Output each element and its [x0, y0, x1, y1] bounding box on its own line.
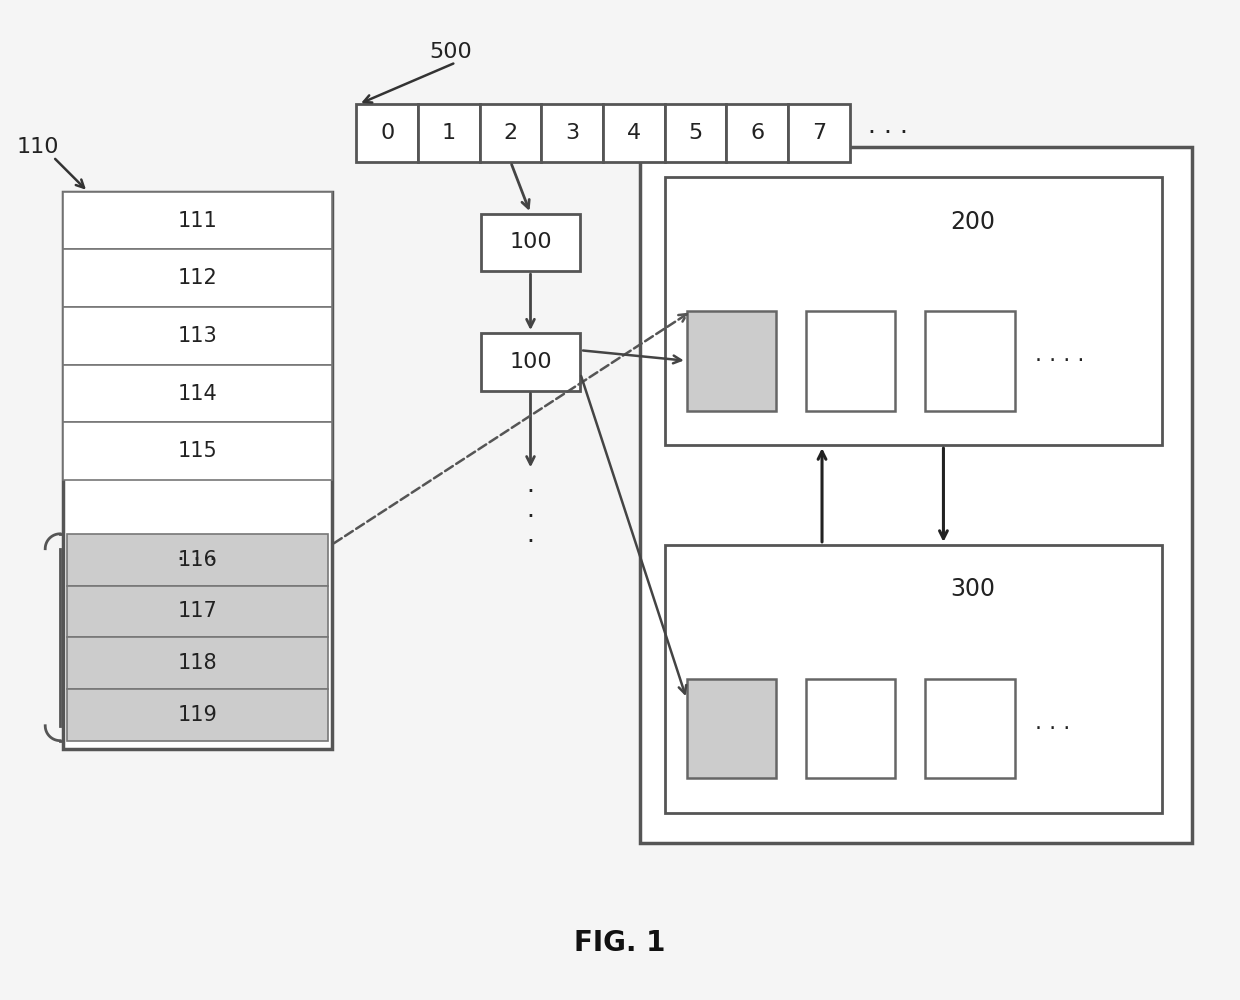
Bar	[640, 147, 1192, 843]
Text: ·: ·	[527, 505, 534, 529]
Text: 0: 0	[381, 123, 394, 143]
Text: 114: 114	[177, 384, 217, 404]
Bar	[806, 311, 895, 410]
Bar	[806, 679, 895, 778]
Bar	[63, 249, 331, 307]
Bar	[418, 104, 480, 162]
Text: · · ·: · · ·	[1034, 719, 1070, 739]
Text: 300: 300	[951, 577, 996, 601]
Text: FIG. 1: FIG. 1	[574, 929, 666, 957]
Bar	[665, 104, 727, 162]
Bar	[63, 192, 331, 749]
Text: · · ·: · · ·	[868, 121, 908, 145]
Text: 117: 117	[177, 601, 217, 621]
Text: 3: 3	[565, 123, 579, 143]
Bar	[687, 679, 776, 778]
Text: 115: 115	[177, 441, 217, 461]
Bar	[67, 637, 327, 689]
Bar	[665, 177, 1162, 445]
Text: 7: 7	[812, 123, 826, 143]
Text: 100: 100	[510, 352, 552, 372]
Text: 116: 116	[177, 550, 217, 570]
Bar	[925, 311, 1014, 410]
Text: 2: 2	[503, 123, 517, 143]
Text: 119: 119	[177, 705, 217, 725]
Bar	[481, 214, 580, 271]
Bar	[67, 689, 327, 741]
Bar	[63, 192, 331, 249]
Text: 5: 5	[688, 123, 703, 143]
Bar	[789, 104, 849, 162]
Text: 4: 4	[627, 123, 641, 143]
Text: 118: 118	[177, 653, 217, 673]
Text: 1: 1	[441, 123, 456, 143]
Bar	[925, 679, 1014, 778]
Text: 200: 200	[951, 210, 996, 234]
Bar	[481, 333, 580, 391]
Bar	[603, 104, 665, 162]
Text: 100: 100	[510, 232, 552, 252]
Bar	[542, 104, 603, 162]
Text: 110: 110	[17, 137, 60, 157]
Bar	[356, 104, 418, 162]
Bar	[63, 365, 331, 422]
Text: · · ·: · · ·	[177, 548, 217, 572]
Bar	[67, 586, 327, 637]
Bar	[63, 307, 331, 365]
Bar	[63, 422, 331, 480]
Text: 111: 111	[177, 211, 217, 231]
Text: · · · ·: · · · ·	[1034, 351, 1084, 371]
Text: 112: 112	[177, 268, 217, 288]
Bar	[687, 311, 776, 410]
Bar	[665, 545, 1162, 813]
Text: 6: 6	[750, 123, 764, 143]
Bar	[480, 104, 542, 162]
Bar	[67, 534, 327, 586]
Text: 500: 500	[429, 42, 472, 62]
Bar	[727, 104, 789, 162]
Text: ·: ·	[527, 480, 534, 504]
Text: 113: 113	[177, 326, 217, 346]
Text: ·: ·	[527, 530, 534, 554]
